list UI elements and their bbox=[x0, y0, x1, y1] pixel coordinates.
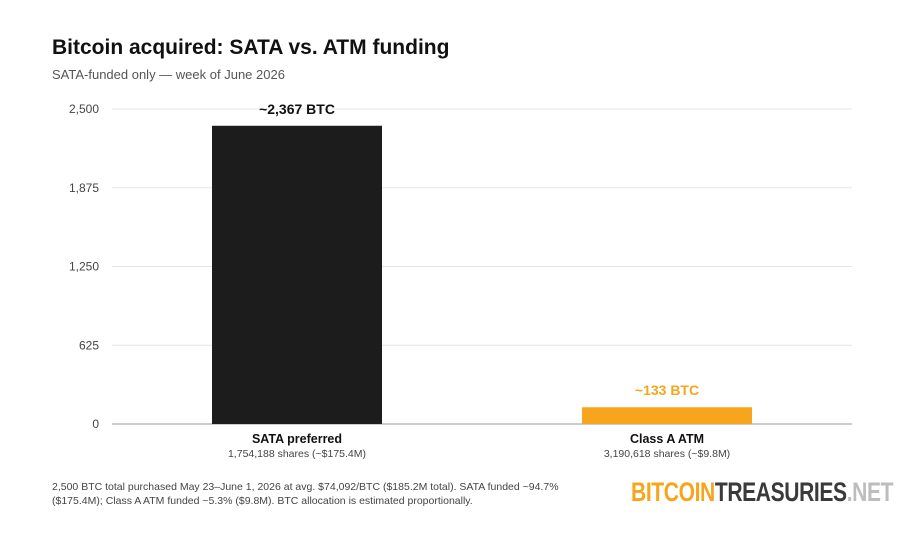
logo-part-bitcoin: BITCOIN bbox=[631, 477, 715, 507]
chart-title: Bitcoin acquired: SATA vs. ATM funding bbox=[52, 36, 450, 59]
data-label: ~133 BTC bbox=[635, 382, 699, 398]
chart-subtitle: SATA-funded only — week of June 2026 bbox=[52, 67, 285, 82]
chart-footnote: 2,500 BTC total purchased May 23–June 1,… bbox=[52, 481, 559, 507]
x-category-sublabel: 3,190,618 shares (~$9.8M) bbox=[604, 448, 730, 460]
data-label: ~2,367 BTC bbox=[259, 101, 335, 117]
bar-sata-preferred bbox=[212, 125, 382, 425]
y-tick-label: 625 bbox=[79, 338, 99, 352]
y-tick-label: 1,250 bbox=[69, 260, 99, 274]
x-category-label: Class A ATM bbox=[630, 432, 704, 446]
logo-part-net: .NET bbox=[846, 477, 894, 507]
x-category-sublabel: 1,754,188 shares (~$175.4M) bbox=[228, 448, 366, 460]
bar-class-a-atm bbox=[582, 407, 752, 424]
y-tick-label: 1,875 bbox=[69, 181, 99, 195]
y-tick-label: 0 bbox=[92, 417, 99, 431]
y-tick-label: 2,500 bbox=[69, 102, 99, 116]
x-category-label: SATA preferred bbox=[252, 432, 342, 446]
logo-part-treasuries: TREASURIES bbox=[714, 477, 847, 507]
bitcointreasuries-logo: BITCOINTREASURIES.NET bbox=[631, 477, 894, 508]
